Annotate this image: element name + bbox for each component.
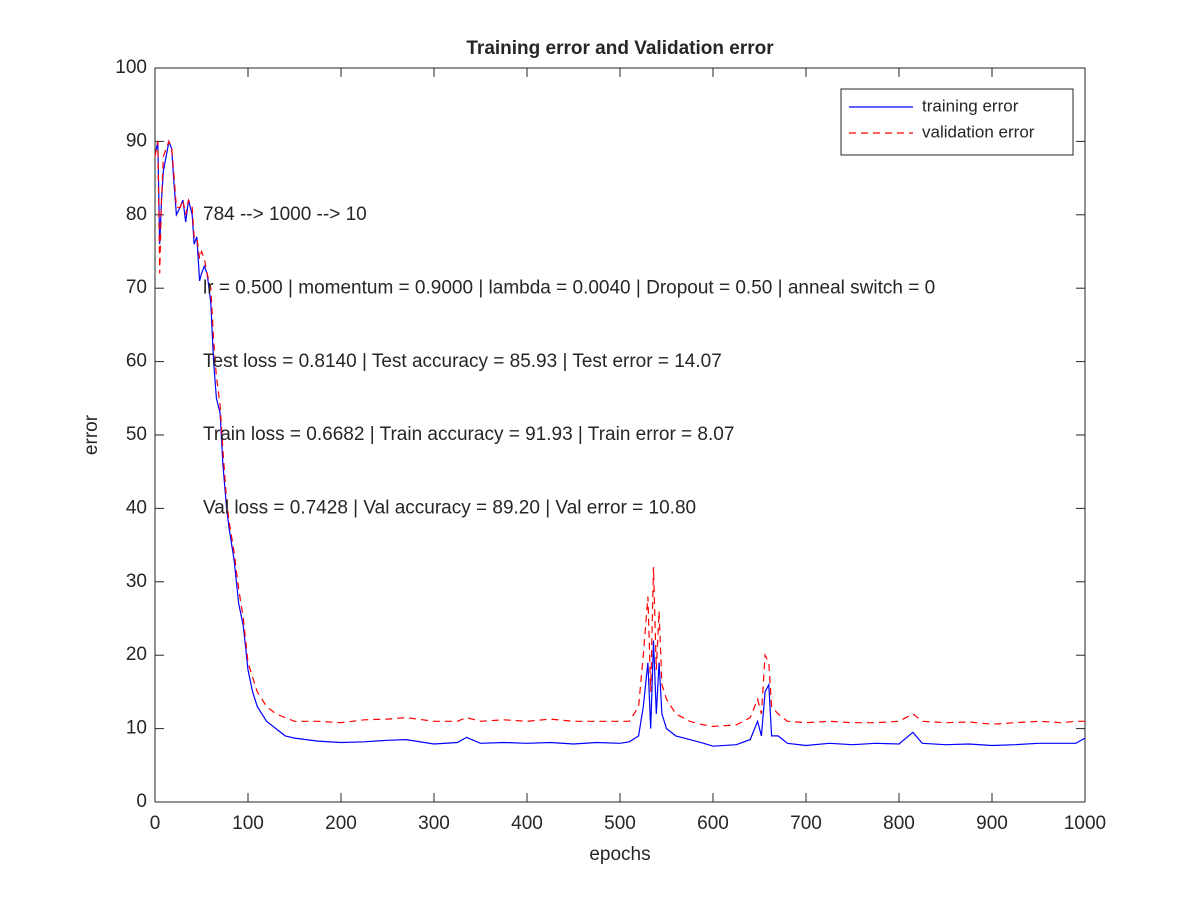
legend-box xyxy=(840,88,1074,156)
x-tick-label: 500 xyxy=(604,813,636,834)
y-axis-label: error xyxy=(81,414,102,455)
y-tick-label: 80 xyxy=(126,204,147,225)
legend-label: training error xyxy=(922,96,1019,115)
annotation: lr = 0.500 | momentum = 0.9000 | lambda … xyxy=(203,277,935,298)
y-tick-label: 50 xyxy=(126,424,147,445)
x-tick-label: 300 xyxy=(418,813,450,834)
x-tick-label: 100 xyxy=(232,813,264,834)
x-tick-label: 700 xyxy=(790,813,822,834)
annotation: Train loss = 0.6682 | Train accuracy = 9… xyxy=(203,424,734,445)
annotation: 784 --> 1000 --> 10 xyxy=(203,204,367,225)
annotation: Val loss = 0.7428 | Val accuracy = 89.20… xyxy=(203,498,696,519)
x-tick-label: 1000 xyxy=(1064,813,1106,834)
plot-area xyxy=(154,67,1086,803)
y-tick-label: 90 xyxy=(126,130,147,151)
x-tick-label: 900 xyxy=(976,813,1008,834)
legend-label: validation error xyxy=(922,122,1035,141)
x-tick-label: 400 xyxy=(511,813,543,834)
y-tick-label: 60 xyxy=(126,351,147,372)
y-tick-label: 20 xyxy=(126,644,147,665)
y-tick-label: 30 xyxy=(126,571,147,592)
x-tick-label: 600 xyxy=(697,813,729,834)
x-tick-label: 800 xyxy=(883,813,915,834)
chart-title: Training error and Validation error xyxy=(466,38,774,59)
y-tick-label: 40 xyxy=(126,497,147,518)
x-tick-label: 0 xyxy=(150,813,161,834)
y-tick-label: 70 xyxy=(126,277,147,298)
x-tick-label: 200 xyxy=(325,813,357,834)
annotation: Test loss = 0.8140 | Test accuracy = 85.… xyxy=(203,351,722,372)
y-tick-label: 10 xyxy=(126,718,147,739)
series-line xyxy=(154,139,1085,728)
series-line xyxy=(154,139,1086,747)
x-axis-label: epochs xyxy=(589,844,650,865)
y-tick-label: 0 xyxy=(136,791,147,812)
y-tick-label: 100 xyxy=(115,57,147,78)
